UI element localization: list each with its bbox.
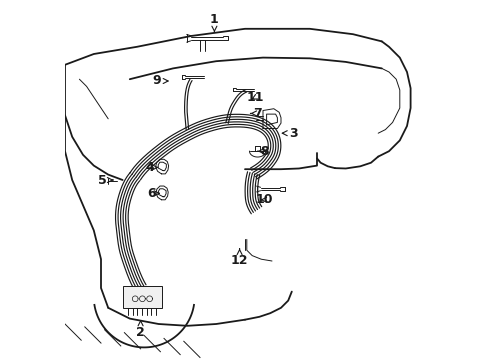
Text: 11: 11 (247, 91, 265, 104)
Text: 6: 6 (147, 187, 159, 200)
Text: 5: 5 (98, 174, 113, 186)
Text: 3: 3 (282, 127, 298, 140)
Text: 4: 4 (145, 161, 157, 174)
Text: 7: 7 (250, 107, 262, 120)
Text: 1: 1 (210, 13, 219, 32)
Text: 12: 12 (231, 249, 248, 267)
Text: 2: 2 (136, 320, 145, 339)
Text: 9: 9 (152, 75, 168, 87)
Text: 10: 10 (256, 193, 273, 206)
Bar (122, 286, 162, 308)
Text: 8: 8 (258, 145, 269, 158)
